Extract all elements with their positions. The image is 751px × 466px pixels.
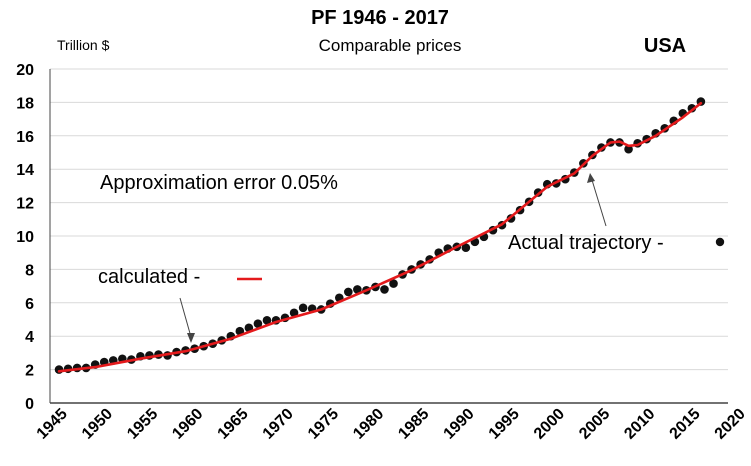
x-tick-label: 2005 (576, 405, 613, 442)
actual-point (298, 303, 308, 313)
actual-point (389, 279, 398, 288)
y-tick-label: 20 (16, 62, 34, 79)
x-tick-label: 1985 (395, 405, 432, 442)
country-label: USA (644, 35, 686, 57)
actual-point (624, 144, 633, 154)
calculated-legend-label: calculated - (98, 266, 200, 288)
y-tick-label: 12 (16, 196, 34, 213)
x-tick-label: 2020 (712, 405, 749, 442)
calculated-pointer-arrow (179, 297, 192, 338)
y-tick-label: 10 (16, 229, 34, 246)
y-tick-label: 4 (25, 329, 34, 346)
x-tick-label: 2000 (531, 405, 568, 442)
x-tick-label: 1960 (169, 405, 206, 442)
actual-pointer-arrow (591, 179, 607, 227)
x-tick-label: 1990 (441, 405, 478, 442)
x-tick-label: 2010 (621, 405, 658, 442)
actual-point (353, 285, 362, 294)
y-tick-label: 14 (16, 162, 34, 179)
approximation-error-label: Approximation error 0.05% (100, 172, 338, 194)
y-tick-label: 8 (25, 262, 34, 279)
x-tick-label: 1975 (305, 405, 342, 442)
actual-legend-label: Actual trajectory - (508, 232, 664, 254)
y-axis-unit-label: Trillion $ (57, 37, 110, 53)
x-tick-label: 2015 (667, 405, 704, 442)
x-tick-label: 1955 (124, 405, 161, 442)
actual-point (54, 365, 64, 374)
y-tick-labels: 0 2 4 6 8 10 12 14 16 18 20 (16, 62, 34, 413)
calculated-series-line (57, 101, 703, 373)
actual-legend-dot (715, 237, 725, 247)
actual-point (289, 308, 299, 318)
y-tick-label: 2 (25, 363, 34, 380)
chart-axes (49, 69, 728, 404)
x-tick-label: 1970 (260, 405, 297, 442)
x-tick-label: 1945 (34, 405, 71, 442)
x-tick-label: 1980 (350, 405, 387, 442)
x-tick-labels: 1945 1950 1955 1960 1965 1970 1975 1980 1985 1990… (34, 405, 749, 442)
y-tick-label: 0 (25, 396, 34, 413)
actual-point (253, 319, 263, 328)
actual-point (344, 287, 353, 297)
calculated-pointer-arrowhead (187, 333, 195, 343)
chart-title: PF 1946 - 2017 (311, 7, 449, 29)
y-tick-label: 18 (16, 95, 34, 112)
actual-pointer-arrowhead (587, 173, 595, 183)
y-tick-label: 6 (25, 296, 34, 313)
actual-point (262, 316, 272, 325)
y-tick-label: 16 (16, 129, 34, 146)
actual-point (380, 285, 389, 294)
chart-subtitle: Comparable prices (319, 36, 462, 55)
actual-point (461, 243, 471, 252)
x-tick-label: 1995 (486, 405, 523, 442)
chart-gridlines (50, 68, 728, 371)
x-tick-label: 1950 (79, 405, 116, 442)
x-tick-label: 1965 (215, 405, 252, 442)
